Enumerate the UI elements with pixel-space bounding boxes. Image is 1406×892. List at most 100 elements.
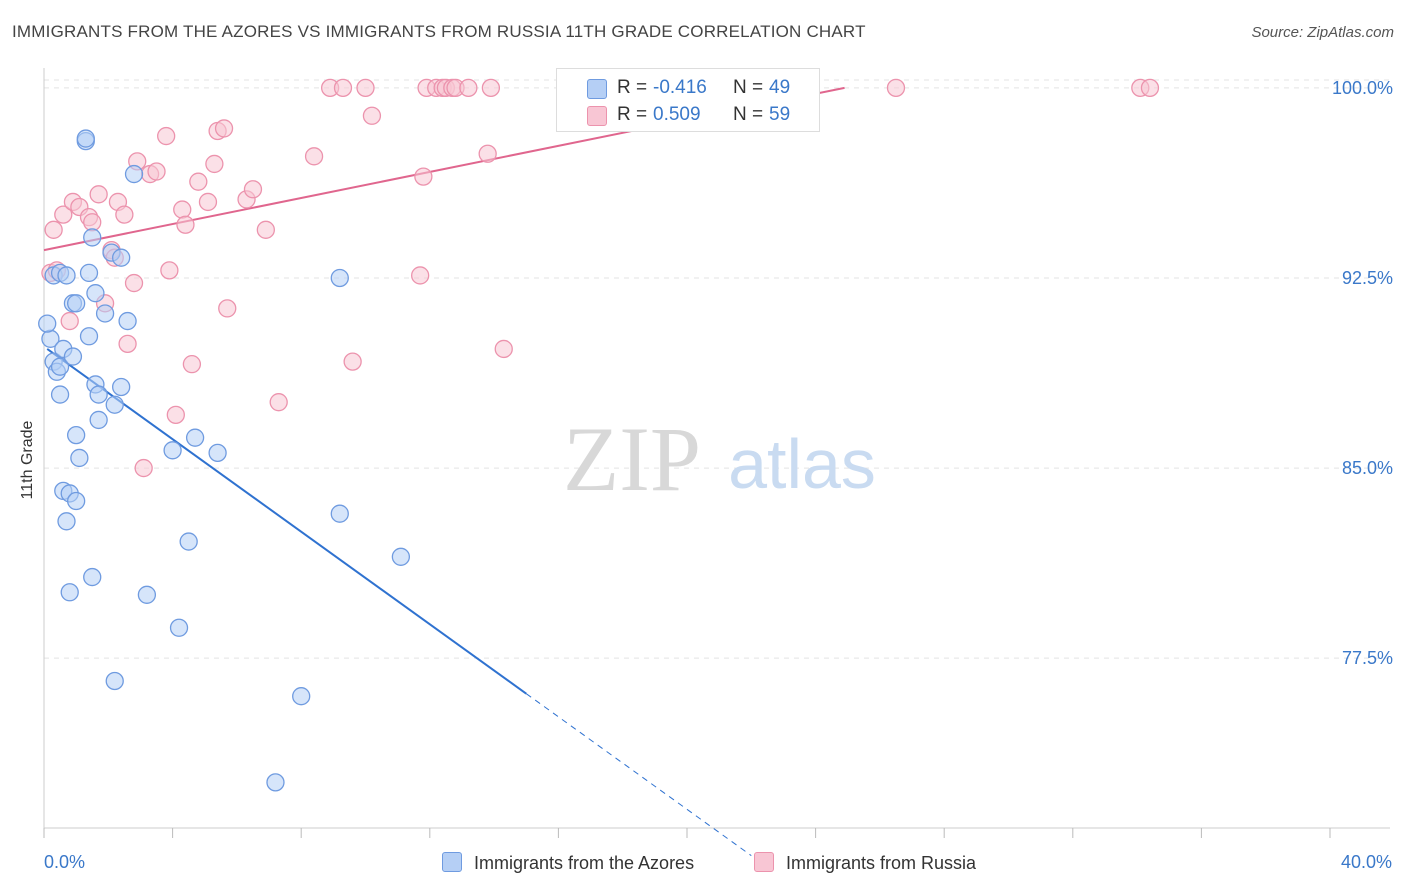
russia-swatch bbox=[587, 106, 607, 126]
russia-point bbox=[343, 352, 362, 371]
russia-point bbox=[198, 192, 218, 212]
azores-point bbox=[57, 512, 76, 531]
azores-point bbox=[185, 428, 205, 447]
russia-point bbox=[60, 311, 79, 331]
azores-trend-extension bbox=[525, 693, 752, 857]
azores-point bbox=[38, 314, 57, 333]
russia-point bbox=[1140, 78, 1160, 98]
russia-point bbox=[115, 205, 134, 224]
chart-title: IMMIGRANTS FROM THE AZORES VS IMMIGRANTS… bbox=[12, 22, 866, 41]
azores-point bbox=[112, 248, 131, 267]
azores-point bbox=[292, 687, 311, 706]
n-label: N = bbox=[733, 77, 764, 98]
russia-point bbox=[147, 162, 166, 181]
russia-point bbox=[118, 334, 137, 354]
azores-point bbox=[391, 547, 411, 566]
russia-n-value: 59 bbox=[769, 104, 791, 125]
azores-points bbox=[38, 129, 411, 792]
russia-point bbox=[411, 266, 430, 285]
azores-point bbox=[63, 347, 83, 366]
azores-point bbox=[89, 385, 108, 404]
azores-point bbox=[163, 441, 182, 460]
russia-point bbox=[134, 458, 153, 478]
russia-point bbox=[362, 106, 382, 125]
azores-point bbox=[79, 263, 99, 283]
russia-point bbox=[304, 147, 324, 166]
legend-row-russia: R = 0.509 N = 59 bbox=[557, 102, 819, 128]
axes bbox=[43, 68, 1390, 838]
azores-point bbox=[83, 228, 102, 247]
legend-label-russia: Immigrants from Russia bbox=[786, 853, 977, 873]
russia-point bbox=[157, 126, 176, 146]
russia-point bbox=[89, 185, 108, 204]
russia-point bbox=[218, 299, 237, 318]
azores-point bbox=[208, 443, 227, 463]
grid-lines bbox=[44, 79, 1390, 659]
russia-point bbox=[886, 78, 906, 98]
y-tick-label: 100.0% bbox=[1332, 78, 1393, 98]
y-tick-label: 77.5% bbox=[1342, 648, 1393, 668]
r-label: R = bbox=[617, 77, 648, 98]
azores-swatch bbox=[587, 79, 607, 99]
trend-lines bbox=[43, 86, 845, 857]
legend-label-azores: Immigrants from the Azores bbox=[474, 853, 695, 873]
russia-point bbox=[189, 172, 208, 191]
russia-point bbox=[124, 273, 144, 293]
russia-point bbox=[356, 78, 375, 98]
x-tick-max: 40.0% bbox=[1340, 852, 1392, 872]
russia-points bbox=[41, 78, 1160, 478]
azores-point bbox=[124, 164, 144, 184]
azores-point bbox=[105, 395, 124, 414]
russia-point bbox=[333, 78, 353, 98]
russia-swatch bbox=[754, 852, 774, 872]
y-tick-label: 85.0% bbox=[1342, 458, 1393, 478]
azores-point bbox=[330, 268, 349, 288]
azores-point bbox=[67, 294, 86, 313]
azores-trend-line bbox=[46, 348, 527, 695]
russia-point bbox=[243, 180, 263, 199]
azores-point bbox=[67, 491, 86, 511]
x-tick-min: 0.0% bbox=[44, 852, 86, 872]
russia-point bbox=[478, 144, 497, 163]
azores-point bbox=[70, 448, 89, 468]
azores-point bbox=[112, 377, 131, 397]
azores-point bbox=[137, 585, 157, 604]
azores-point bbox=[50, 385, 70, 404]
azores-point bbox=[86, 284, 105, 303]
russia-point bbox=[166, 405, 185, 425]
azores-n-value: 49 bbox=[769, 77, 791, 98]
azores-point bbox=[330, 504, 349, 523]
russia-point bbox=[214, 119, 234, 138]
azores-point bbox=[105, 671, 124, 691]
azores-point bbox=[79, 327, 99, 346]
azores-point bbox=[83, 567, 102, 587]
azores-point bbox=[118, 311, 137, 331]
watermark-atlas: atlas bbox=[728, 425, 876, 503]
russia-r-value: 0.509 bbox=[653, 104, 701, 125]
n-label: N = bbox=[733, 104, 764, 125]
azores-point bbox=[89, 410, 108, 430]
russia-point bbox=[494, 339, 513, 359]
azores-point bbox=[50, 357, 70, 376]
russia-point bbox=[182, 355, 202, 374]
legend-item-azores: Immigrants from the Azores bbox=[442, 852, 694, 874]
russia-point bbox=[160, 261, 179, 280]
legend-row-azores: R = -0.416 N = 49 bbox=[557, 75, 819, 101]
stats-legend: R = -0.416 N = 49 R = 0.509 N = 59 bbox=[556, 68, 820, 132]
russia-point bbox=[173, 200, 192, 219]
russia-point bbox=[83, 213, 102, 232]
russia-point bbox=[176, 215, 195, 234]
azores-point bbox=[266, 773, 285, 792]
russia-point bbox=[414, 167, 433, 186]
azores-point bbox=[169, 618, 189, 637]
azores-point bbox=[76, 129, 95, 148]
russia-point bbox=[54, 205, 73, 224]
russia-point bbox=[459, 78, 478, 98]
russia-point bbox=[44, 220, 63, 239]
azores-swatch bbox=[442, 852, 462, 872]
azores-r-value: -0.416 bbox=[653, 77, 707, 98]
y-tick-label: 92.5% bbox=[1342, 268, 1393, 288]
watermark-zip: ZIP bbox=[563, 408, 701, 510]
russia-point bbox=[269, 393, 288, 412]
